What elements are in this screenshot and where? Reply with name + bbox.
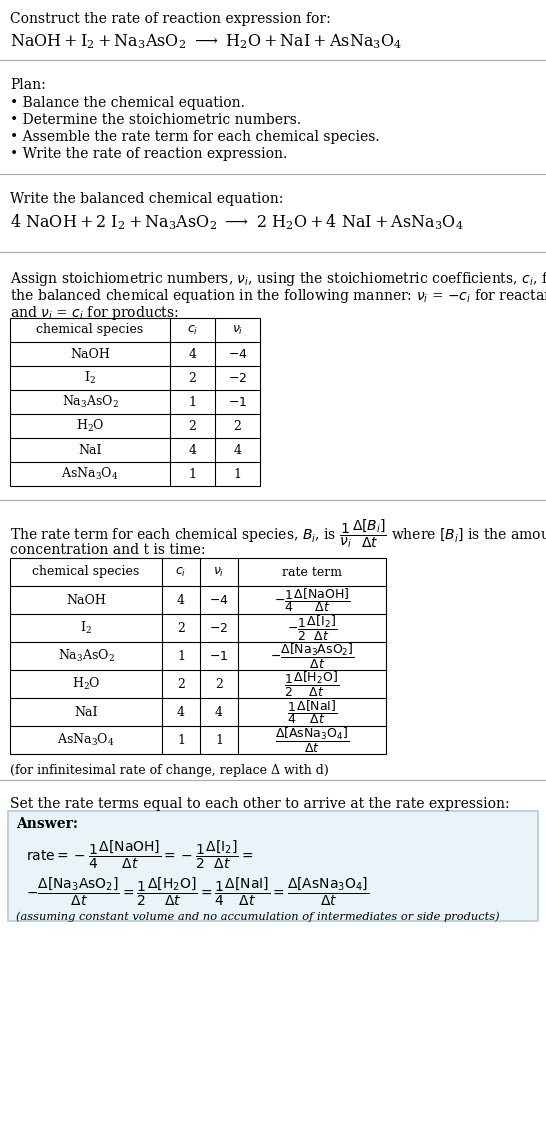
Text: 1: 1 (177, 650, 185, 662)
Text: $\mathit{c_i}$: $\mathit{c_i}$ (187, 324, 198, 336)
Text: NaI: NaI (74, 705, 98, 718)
Text: • Determine the stoichiometric numbers.: • Determine the stoichiometric numbers. (10, 112, 301, 127)
Text: NaOH: NaOH (70, 348, 110, 360)
Text: 4: 4 (188, 443, 197, 457)
Text: 1: 1 (177, 734, 185, 746)
Text: • Write the rate of reaction expression.: • Write the rate of reaction expression. (10, 147, 287, 161)
Bar (10, 318, 260, 486)
Text: 4: 4 (188, 348, 197, 360)
Text: $\mathit{c_i}$: $\mathit{c_i}$ (175, 566, 187, 578)
Text: $-\dfrac{1}{2}\dfrac{\Delta[\mathrm{I_2}]}{\Delta t}$: $-\dfrac{1}{2}\dfrac{\Delta[\mathrm{I_2}… (287, 613, 337, 643)
Text: 2: 2 (177, 621, 185, 635)
Text: rate term: rate term (282, 566, 342, 578)
Text: 2: 2 (215, 677, 223, 691)
Text: 2: 2 (177, 677, 185, 691)
Text: $\mathregular{Na_3AsO_2}$: $\mathregular{Na_3AsO_2}$ (57, 648, 115, 665)
Text: Write the balanced chemical equation:: Write the balanced chemical equation: (10, 192, 283, 206)
Text: • Assemble the rate term for each chemical species.: • Assemble the rate term for each chemic… (10, 130, 379, 144)
Text: (assuming constant volume and no accumulation of intermediates or side products): (assuming constant volume and no accumul… (16, 911, 500, 921)
Text: 1: 1 (215, 734, 223, 746)
Text: 4: 4 (177, 593, 185, 607)
Text: $-\dfrac{\Delta[\mathrm{Na_3AsO_2}]}{\Delta t} = \dfrac{1}{2}\dfrac{\Delta[\math: $-\dfrac{\Delta[\mathrm{Na_3AsO_2}]}{\De… (26, 876, 369, 909)
Bar (10, 558, 386, 754)
Text: NaOH: NaOH (66, 593, 106, 607)
Text: the balanced chemical equation in the following manner: $\mathit{\nu_i}$ = $-\ma: the balanced chemical equation in the fo… (10, 287, 546, 304)
Text: $\mathregular{NaOH + I_2 + Na_3AsO_2 \ \longrightarrow \ H_2O + NaI + AsNa_3O_4}: $\mathregular{NaOH + I_2 + Na_3AsO_2 \ \… (10, 32, 402, 51)
Text: 4: 4 (177, 705, 185, 718)
Text: $\mathregular{I_2}$: $\mathregular{I_2}$ (80, 620, 92, 636)
Text: 2: 2 (188, 419, 197, 433)
Text: Construct the rate of reaction expression for:: Construct the rate of reaction expressio… (10, 12, 331, 26)
Text: 4: 4 (234, 443, 241, 457)
Text: Set the rate terms equal to each other to arrive at the rate expression:: Set the rate terms equal to each other t… (10, 797, 509, 811)
Text: $-\dfrac{1}{4}\dfrac{\Delta[\mathrm{NaOH}]}{\Delta t}$: $-\dfrac{1}{4}\dfrac{\Delta[\mathrm{NaOH… (274, 586, 351, 613)
Text: Plan:: Plan: (10, 78, 46, 92)
Text: 2: 2 (188, 371, 197, 384)
Text: $-1$: $-1$ (228, 395, 247, 409)
Text: 2: 2 (234, 419, 241, 433)
Text: 1: 1 (188, 468, 197, 481)
Text: Assign stoichiometric numbers, $\mathit{\nu_i}$, using the stoichiometric coeffi: Assign stoichiometric numbers, $\mathit{… (10, 270, 546, 289)
Text: $\dfrac{1}{4}\dfrac{\Delta[\mathrm{NaI}]}{\Delta t}$: $\dfrac{1}{4}\dfrac{\Delta[\mathrm{NaI}]… (287, 698, 337, 726)
Text: $\mathregular{AsNa_3O_4}$: $\mathregular{AsNa_3O_4}$ (61, 466, 119, 482)
Text: $-1$: $-1$ (209, 650, 229, 662)
Text: (for infinitesimal rate of change, replace Δ with d): (for infinitesimal rate of change, repla… (10, 765, 329, 777)
Text: $\dfrac{\Delta[\mathrm{AsNa_3O_4}]}{\Delta t}$: $\dfrac{\Delta[\mathrm{AsNa_3O_4}]}{\Del… (275, 726, 349, 754)
Text: $\dfrac{1}{2}\dfrac{\Delta[\mathrm{H_2O}]}{\Delta t}$: $\dfrac{1}{2}\dfrac{\Delta[\mathrm{H_2O}… (284, 669, 340, 699)
Text: $\mathregular{H_2O}$: $\mathregular{H_2O}$ (76, 418, 104, 434)
Text: $\mathregular{H_2O}$: $\mathregular{H_2O}$ (72, 676, 100, 692)
Text: $\mathit{\nu_i}$: $\mathit{\nu_i}$ (213, 566, 225, 578)
Text: $-2$: $-2$ (210, 621, 229, 635)
Text: and $\mathit{\nu_i}$ = $\mathit{c_i}$ for products:: and $\mathit{\nu_i}$ = $\mathit{c_i}$ fo… (10, 304, 179, 321)
FancyBboxPatch shape (8, 811, 538, 921)
Text: $\mathregular{AsNa_3O_4}$: $\mathregular{AsNa_3O_4}$ (57, 732, 115, 747)
Text: $-2$: $-2$ (228, 371, 247, 384)
Text: $-4$: $-4$ (209, 593, 229, 607)
Text: Answer:: Answer: (16, 817, 78, 832)
Text: $\mathregular{I_2}$: $\mathregular{I_2}$ (84, 370, 96, 386)
Text: 1: 1 (234, 468, 241, 481)
Text: The rate term for each chemical species, $B_i$, is $\dfrac{1}{\nu_i}\dfrac{\Delt: The rate term for each chemical species,… (10, 517, 546, 550)
Text: • Balance the chemical equation.: • Balance the chemical equation. (10, 97, 245, 110)
Text: $-\dfrac{\Delta[\mathrm{Na_3AsO_2}]}{\Delta t}$: $-\dfrac{\Delta[\mathrm{Na_3AsO_2}]}{\De… (270, 642, 354, 670)
Text: $\mathregular{4\ NaOH + 2\ I_2 + Na_3AsO_2 \ \longrightarrow \ 2\ H_2O + 4\ NaI : $\mathregular{4\ NaOH + 2\ I_2 + Na_3AsO… (10, 212, 464, 232)
Text: $\mathit{\nu_i}$: $\mathit{\nu_i}$ (232, 324, 243, 336)
Text: concentration and t is time:: concentration and t is time: (10, 543, 205, 557)
Text: $-4$: $-4$ (228, 348, 247, 360)
Text: $\mathrm{rate} = -\dfrac{1}{4}\dfrac{\Delta[\mathrm{NaOH}]}{\Delta t} = -\dfrac{: $\mathrm{rate} = -\dfrac{1}{4}\dfrac{\De… (26, 840, 253, 871)
Text: $\mathregular{Na_3AsO_2}$: $\mathregular{Na_3AsO_2}$ (62, 394, 118, 410)
Text: NaI: NaI (78, 443, 102, 457)
Text: chemical species: chemical species (37, 324, 144, 336)
Text: 1: 1 (188, 395, 197, 409)
Text: chemical species: chemical species (32, 566, 140, 578)
Text: 4: 4 (215, 705, 223, 718)
